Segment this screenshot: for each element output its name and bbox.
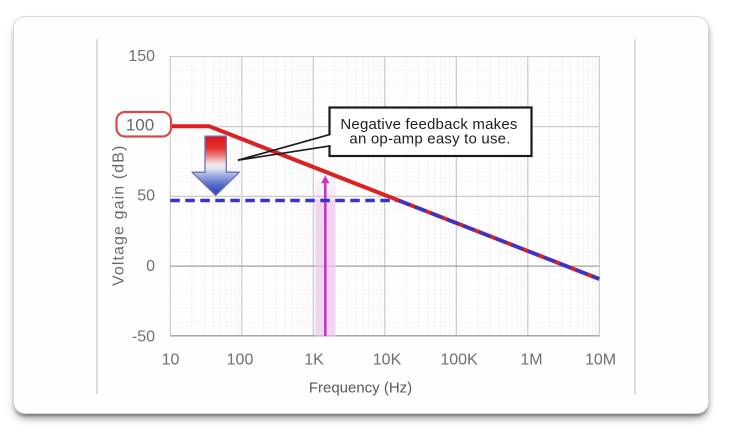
svg-text:Negative feedback makes: Negative feedback makes (340, 116, 517, 133)
svg-text:-50: -50 (132, 329, 155, 346)
svg-text:50: 50 (137, 188, 155, 205)
svg-text:an op-amp easy to use.: an op-amp easy to use. (349, 131, 510, 148)
svg-text:100: 100 (227, 352, 254, 369)
svg-text:10: 10 (162, 352, 180, 369)
svg-text:1K: 1K (304, 352, 324, 369)
svg-text:0: 0 (146, 258, 155, 275)
svg-text:1M: 1M (520, 352, 542, 369)
svg-text:150: 150 (128, 48, 155, 65)
svg-text:100: 100 (126, 116, 154, 135)
svg-text:10K: 10K (373, 352, 402, 369)
svg-text:100K: 100K (440, 352, 478, 369)
svg-text:10M: 10M (585, 352, 616, 369)
svg-text:Frequency (Hz): Frequency (Hz) (309, 380, 412, 397)
svg-text:Voltage gain (dB): Voltage gain (dB) (111, 145, 128, 286)
